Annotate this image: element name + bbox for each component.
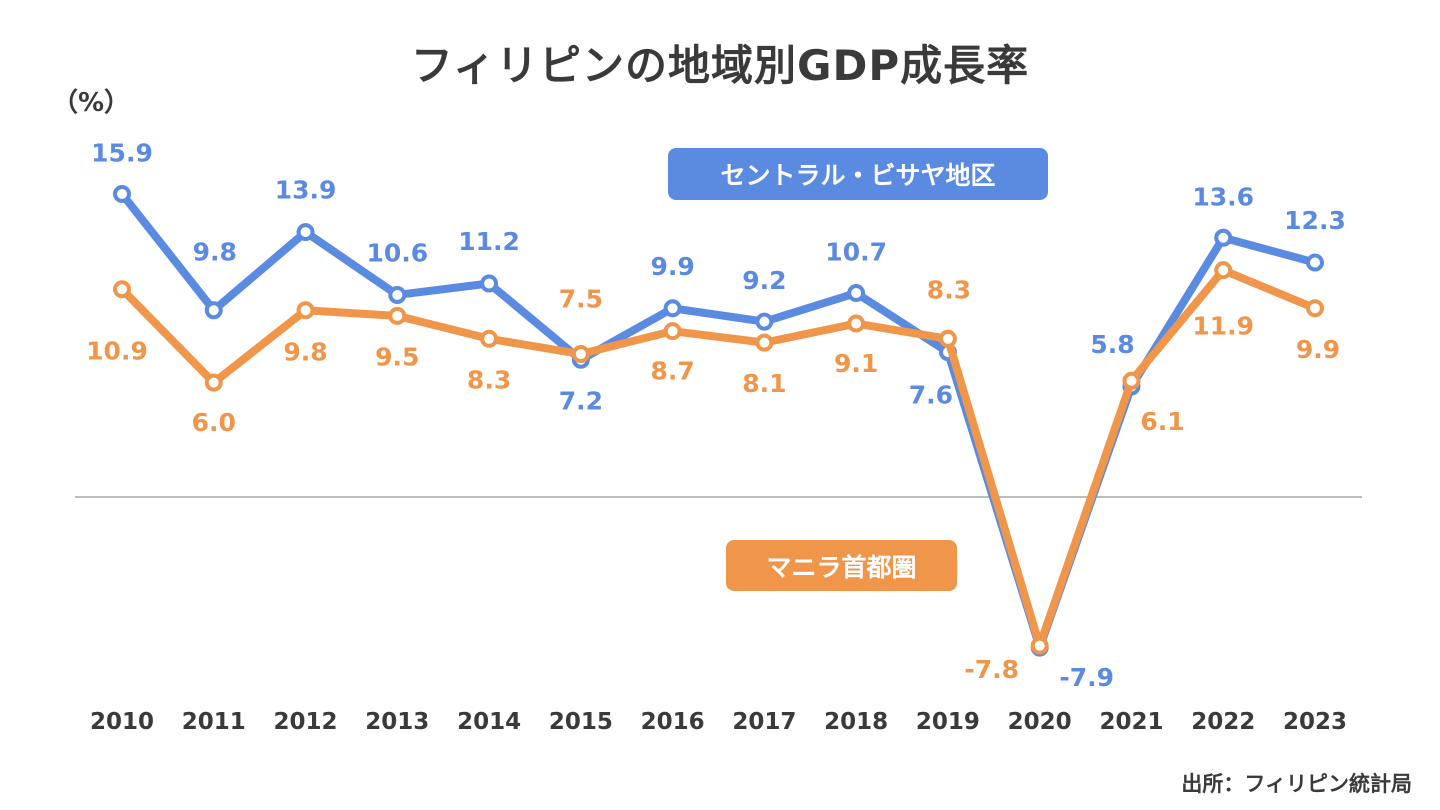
data-label-metro-manila: 9.9 xyxy=(1296,335,1340,364)
data-label-central-visayas: 5.8 xyxy=(1090,330,1134,359)
data-point-metro-manila xyxy=(1122,371,1141,390)
data-point-metro-manila xyxy=(847,314,866,333)
data-label-central-visayas: 13.9 xyxy=(275,176,337,205)
data-label-metro-manila: 11.9 xyxy=(1192,312,1254,341)
data-label-central-visayas: 7.2 xyxy=(559,386,603,415)
data-label-central-visayas: 12.3 xyxy=(1284,206,1346,235)
data-label-metro-manila: 6.0 xyxy=(192,408,236,437)
data-label-central-visayas: 10.7 xyxy=(825,238,887,267)
data-point-metro-manila xyxy=(480,329,499,348)
data-point-central-visayas xyxy=(388,285,407,304)
data-point-central-visayas xyxy=(663,299,682,318)
data-label-metro-manila: 8.7 xyxy=(650,357,694,386)
data-label-central-visayas: 9.8 xyxy=(193,238,237,267)
data-label-central-visayas: 15.9 xyxy=(91,138,153,167)
data-label-central-visayas: 9.9 xyxy=(650,252,694,281)
data-label-central-visayas: 11.2 xyxy=(458,227,520,256)
data-point-metro-manila xyxy=(755,333,774,352)
data-point-metro-manila xyxy=(1030,636,1049,655)
legend-metro-manila: マニラ首都圏 xyxy=(726,540,957,591)
chart-title: フィリピンの地域別GDP成長率 xyxy=(410,41,1030,90)
data-label-metro-manila: 10.9 xyxy=(86,337,148,366)
x-tick-label: 2011 xyxy=(182,709,246,735)
x-tick-label: 2016 xyxy=(641,709,705,735)
x-tick-label: 2018 xyxy=(824,709,888,735)
x-tick-label: 2014 xyxy=(457,709,521,735)
data-label-metro-manila: 9.1 xyxy=(834,349,878,378)
data-point-metro-manila xyxy=(1214,261,1233,280)
data-point-central-visayas xyxy=(847,284,866,303)
data-label-central-visayas: 13.6 xyxy=(1192,182,1254,211)
data-point-central-visayas xyxy=(296,223,315,242)
data-label-metro-manila: 6.1 xyxy=(1140,407,1184,436)
y-axis-unit-label: （%） xyxy=(52,88,131,118)
data-point-metro-manila xyxy=(204,373,223,392)
x-tick-label: 2020 xyxy=(1008,709,1072,735)
data-point-central-visayas xyxy=(755,312,774,331)
x-tick-label: 2015 xyxy=(549,709,613,735)
data-label-central-visayas: 7.6 xyxy=(909,381,953,410)
x-tick-label: 2013 xyxy=(365,709,429,735)
x-tick-label: 2017 xyxy=(732,709,796,735)
x-tick-label: 2022 xyxy=(1191,709,1255,735)
data-label-metro-manila: 9.5 xyxy=(375,342,419,371)
data-point-metro-manila xyxy=(663,322,682,341)
data-point-metro-manila xyxy=(388,306,407,325)
data-label-metro-manila: 7.5 xyxy=(559,285,603,314)
data-label-metro-manila: 9.8 xyxy=(283,338,327,367)
data-point-metro-manila xyxy=(938,329,957,348)
source-note: 出所：フィリピン統計局 xyxy=(1181,772,1412,796)
series-line-metro-manila xyxy=(119,266,1317,650)
x-tick-label: 2023 xyxy=(1283,709,1347,735)
data-point-metro-manila xyxy=(113,280,131,299)
data-point-central-visayas xyxy=(204,301,223,320)
data-point-metro-manila xyxy=(296,301,315,320)
data-label-metro-manila: 8.3 xyxy=(927,275,971,304)
data-point-metro-manila xyxy=(571,345,590,364)
x-tick-label: 2010 xyxy=(90,709,154,735)
data-point-central-visayas xyxy=(480,274,499,293)
data-label-central-visayas: 10.6 xyxy=(366,238,428,267)
legend-central-visayas: セントラル・ビサヤ地区 xyxy=(668,148,1048,200)
data-label-central-visayas: 9.2 xyxy=(742,266,786,295)
data-point-central-visayas xyxy=(113,184,131,203)
x-tick-label: 2019 xyxy=(916,709,980,735)
data-label-central-visayas: -7.9 xyxy=(1059,663,1114,692)
series-line-central-visayas xyxy=(118,191,1317,652)
data-label-metro-manila: -7.8 xyxy=(964,655,1019,684)
x-tick-label: 2021 xyxy=(1099,709,1163,735)
x-tick-label: 2012 xyxy=(274,709,338,735)
data-point-metro-manila xyxy=(1306,299,1324,318)
data-point-central-visayas xyxy=(1214,228,1233,247)
data-point-central-visayas xyxy=(1306,253,1324,272)
data-label-metro-manila: 8.1 xyxy=(742,369,786,398)
data-label-metro-manila: 8.3 xyxy=(467,365,511,394)
